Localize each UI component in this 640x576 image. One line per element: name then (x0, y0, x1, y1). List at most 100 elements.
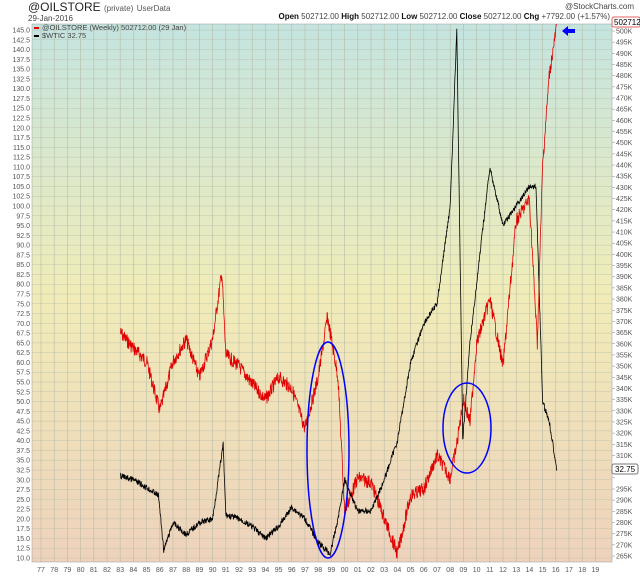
left-tick-label: 140.0 (12, 47, 30, 54)
x-tick-label: 87 (169, 567, 177, 574)
right-tick-label: 420K (616, 207, 633, 214)
right-tick-label: 395K (616, 263, 633, 270)
annotation-ellipse-1998 (306, 341, 350, 559)
right-tick-label: 320K (616, 431, 633, 438)
left-tick-label: 95.0 (16, 223, 30, 230)
x-tick-label: 17 (565, 567, 573, 574)
last-value-badge-oilstore (611, 16, 640, 28)
x-tick-label: 13 (512, 567, 520, 574)
left-tick-label: 85.0 (16, 262, 30, 269)
x-tick-label: 84 (130, 567, 138, 574)
open-label: Open (278, 12, 299, 21)
x-tick-label: 12 (499, 567, 507, 574)
open-value: 502712.00 (301, 12, 339, 21)
right-tick-label: 390K (616, 274, 633, 281)
x-tick-label: 80 (77, 567, 85, 574)
high-label: High (341, 12, 360, 21)
left-tick-label: 25.0 (16, 497, 30, 504)
x-tick-label: 88 (182, 567, 190, 574)
left-tick-label: 42.5 (16, 428, 30, 435)
left-tick-label: 70.0 (16, 321, 30, 328)
low-label: Low (401, 12, 418, 21)
x-tick-label: 08 (446, 567, 454, 574)
left-tick-label: 47.5 (16, 409, 30, 416)
right-tick-label: 380K (616, 297, 633, 304)
privacy: (private) (104, 4, 134, 13)
right-tick-label: 480K (616, 73, 633, 80)
arrow-left-icon (562, 26, 575, 36)
x-tick-label: 81 (90, 567, 98, 574)
left-tick-label: 82.5 (16, 272, 30, 279)
chg-value: +7792.00 (+1.57%) (541, 12, 611, 21)
right-tick-label: 385K (616, 285, 633, 292)
left-tick-label: 115.0 (13, 145, 30, 152)
right-tick-label: 445K (616, 151, 633, 158)
legend-oilstore: @OILSTORE (Weekly) 502712.00 (29 Jan) (42, 23, 187, 32)
left-tick-label: 50.0 (16, 399, 30, 406)
right-tick-label: 315K (616, 442, 633, 449)
series-line-wtic (119, 28, 558, 556)
left-tick-label: 120.0 (12, 125, 30, 132)
right-tick-label: 460K (616, 118, 633, 125)
right-tick-label: 375K (616, 308, 633, 315)
x-tick-label: 93 (248, 567, 256, 574)
right-tick-label: 330K (616, 408, 633, 415)
left-tick-label: 77.5 (16, 292, 30, 299)
right-tick-label: 335K (616, 397, 633, 404)
right-tick-label: 500K (616, 29, 633, 36)
left-tick-label: 72.5 (16, 311, 30, 318)
x-tick-label: 07 (433, 567, 441, 574)
left-tick-label: 60.0 (16, 360, 30, 367)
last-value-badge-wtic (611, 463, 639, 475)
left-tick-label: 97.5 (16, 213, 30, 220)
x-tick-label: 14 (526, 567, 534, 574)
left-tick-label: 130.0 (12, 86, 30, 93)
x-tick-label: 78 (50, 567, 58, 574)
right-tick-label: 345K (616, 375, 633, 382)
x-tick-label: 18 (578, 567, 586, 574)
right-tick-label: 450K (616, 140, 633, 147)
x-tick-label: 06 (420, 567, 428, 574)
symbol: @OILSTORE (28, 0, 101, 14)
left-tick-label: 117.5 (13, 135, 30, 142)
x-tick-label: 02 (367, 567, 375, 574)
x-tick-label: 15 (539, 567, 547, 574)
left-tick-label: 137.5 (12, 57, 30, 64)
right-tick-label: 325K (616, 419, 633, 426)
x-tick-label: 86 (156, 567, 164, 574)
right-tick-label: 465K (616, 107, 633, 114)
left-tick-label: 20.0 (16, 516, 30, 523)
left-tick-label: 37.5 (16, 448, 30, 455)
left-tick-label: 127.5 (12, 96, 30, 103)
legend: @OILSTORE (Weekly) 502712.00 (29 Jan) $W… (34, 23, 187, 40)
x-tick-label: 91 (222, 567, 230, 574)
brand: @StockCharts.com (564, 2, 634, 11)
left-tick-label: 90.0 (16, 243, 30, 250)
close-value: 502712.00 (483, 12, 522, 21)
right-tick-label: 485K (616, 62, 633, 69)
left-tick-label: 107.5 (12, 174, 30, 181)
low-value: 502712.00 (419, 12, 458, 21)
x-tick-label: 16 (552, 567, 560, 574)
left-tick-label: 30.0 (16, 477, 30, 484)
right-tick-label: 475K (616, 84, 633, 91)
left-tick-label: 142.5 (12, 37, 30, 44)
legend-swatch-wtic (34, 35, 39, 37)
left-tick-label: 10.0 (16, 556, 30, 563)
x-tick-label: 05 (407, 567, 415, 574)
x-tick-label: 82 (103, 567, 111, 574)
chart-title: @OILSTORE (private) UserData (28, 1, 170, 15)
right-tick-label: 470K (616, 96, 633, 103)
left-tick-label: 12.5 (16, 546, 30, 553)
right-tick-label: 495K (616, 40, 633, 47)
x-tick-label: 94 (262, 567, 270, 574)
plot-area (31, 23, 613, 563)
x-tick-label: 99 (328, 567, 336, 574)
left-tick-label: 110.0 (13, 164, 30, 171)
x-tick-label: 09 (460, 567, 468, 574)
x-tick-label: 03 (380, 567, 388, 574)
high-value: 502712.00 (361, 12, 400, 21)
left-tick-label: 65.0 (16, 340, 30, 347)
left-tick-label: 22.5 (16, 507, 30, 514)
